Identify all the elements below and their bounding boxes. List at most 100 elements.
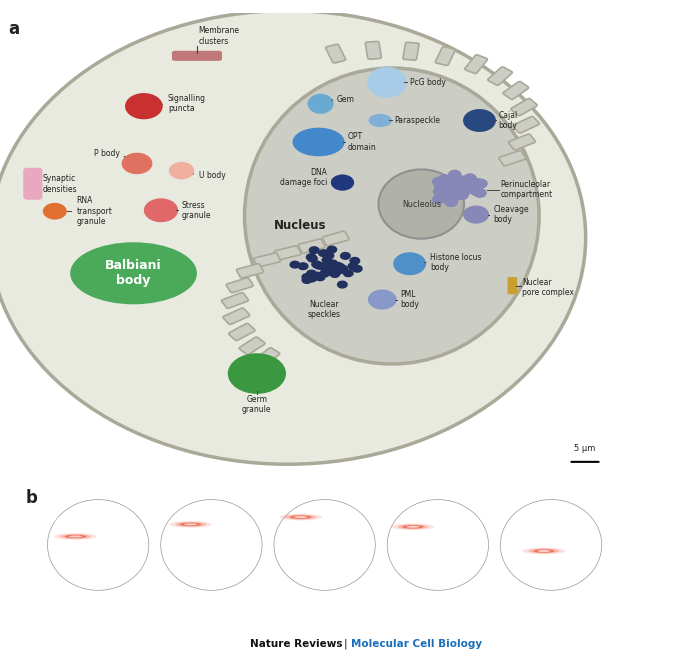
Circle shape — [331, 264, 340, 270]
Ellipse shape — [279, 514, 322, 521]
Circle shape — [325, 260, 334, 267]
Ellipse shape — [0, 10, 586, 464]
Circle shape — [313, 272, 323, 279]
Text: Nature Reviews: Nature Reviews — [250, 639, 342, 649]
Text: PML
body: PML body — [400, 290, 419, 309]
Circle shape — [435, 187, 447, 196]
Text: P body: P body — [94, 149, 120, 158]
Text: U body: U body — [199, 171, 225, 180]
Circle shape — [319, 264, 329, 270]
Ellipse shape — [179, 523, 201, 526]
Text: 0 s: 0 s — [92, 596, 105, 606]
Circle shape — [432, 177, 445, 186]
FancyBboxPatch shape — [512, 116, 540, 133]
Circle shape — [463, 184, 475, 192]
Text: Nuclear
speckles: Nuclear speckles — [308, 300, 340, 319]
Text: Nuclear
pore complex: Nuclear pore complex — [522, 278, 574, 298]
Text: a: a — [8, 20, 19, 38]
Circle shape — [475, 179, 487, 188]
Text: 21 s: 21 s — [202, 596, 221, 606]
Ellipse shape — [227, 353, 286, 394]
FancyBboxPatch shape — [508, 277, 517, 294]
Circle shape — [348, 263, 358, 269]
Ellipse shape — [402, 525, 423, 528]
Circle shape — [327, 261, 336, 267]
Circle shape — [449, 191, 461, 199]
Ellipse shape — [64, 535, 86, 538]
Text: Perinucleolar
compartment: Perinucleolar compartment — [501, 180, 553, 199]
Ellipse shape — [523, 547, 565, 555]
Circle shape — [306, 254, 316, 260]
Circle shape — [453, 177, 466, 186]
Ellipse shape — [71, 242, 197, 304]
Circle shape — [333, 262, 342, 269]
Text: Stress
granule: Stress granule — [182, 201, 211, 220]
FancyBboxPatch shape — [322, 232, 349, 246]
Ellipse shape — [29, 188, 37, 196]
Text: 46 s: 46 s — [542, 596, 560, 606]
Circle shape — [325, 262, 334, 269]
Ellipse shape — [367, 67, 407, 98]
Circle shape — [435, 182, 447, 191]
Circle shape — [324, 252, 334, 259]
Circle shape — [330, 271, 340, 277]
Text: b: b — [26, 489, 38, 508]
Ellipse shape — [368, 290, 397, 309]
Ellipse shape — [175, 522, 206, 527]
Circle shape — [307, 270, 316, 277]
Ellipse shape — [54, 533, 97, 540]
Circle shape — [456, 191, 469, 199]
Circle shape — [464, 174, 476, 182]
Text: PcG body: PcG body — [410, 78, 445, 87]
Circle shape — [302, 277, 312, 283]
Text: Histone locus
body: Histone locus body — [430, 252, 482, 272]
Circle shape — [319, 250, 328, 256]
Ellipse shape — [528, 549, 560, 553]
Ellipse shape — [308, 94, 334, 114]
Text: Nucleus: Nucleus — [274, 219, 326, 232]
Circle shape — [439, 175, 451, 183]
Text: Germ
granule: Germ granule — [242, 395, 272, 415]
Ellipse shape — [42, 203, 67, 220]
Ellipse shape — [393, 252, 426, 275]
Circle shape — [327, 246, 336, 253]
Circle shape — [444, 182, 456, 190]
FancyBboxPatch shape — [221, 292, 249, 308]
Circle shape — [433, 195, 445, 203]
Text: Molecular Cell Biology: Molecular Cell Biology — [351, 639, 482, 649]
Circle shape — [445, 192, 457, 201]
FancyBboxPatch shape — [403, 43, 419, 60]
Circle shape — [324, 269, 334, 275]
Ellipse shape — [463, 109, 496, 132]
FancyBboxPatch shape — [488, 67, 512, 85]
FancyBboxPatch shape — [23, 168, 42, 199]
Circle shape — [448, 192, 460, 201]
FancyBboxPatch shape — [436, 46, 455, 65]
Circle shape — [322, 256, 332, 264]
Circle shape — [449, 171, 461, 179]
Ellipse shape — [378, 169, 464, 239]
FancyBboxPatch shape — [511, 99, 537, 116]
Text: 36 s: 36 s — [428, 596, 447, 606]
Ellipse shape — [29, 179, 37, 187]
Text: Cleavage
body: Cleavage body — [493, 205, 529, 224]
Circle shape — [434, 187, 446, 196]
Circle shape — [338, 266, 347, 272]
Circle shape — [325, 264, 334, 270]
FancyBboxPatch shape — [226, 278, 253, 293]
Text: |: | — [344, 638, 348, 649]
Ellipse shape — [169, 162, 195, 179]
FancyBboxPatch shape — [239, 337, 265, 354]
Circle shape — [330, 266, 340, 273]
Ellipse shape — [331, 175, 354, 191]
Text: DNA
damage foci: DNA damage foci — [280, 168, 327, 188]
FancyBboxPatch shape — [172, 51, 222, 61]
Circle shape — [314, 262, 324, 269]
FancyBboxPatch shape — [236, 264, 264, 278]
Ellipse shape — [295, 516, 308, 518]
Ellipse shape — [29, 183, 37, 192]
Text: Paraspeckle: Paraspeckle — [395, 116, 440, 125]
Text: Gem: Gem — [337, 95, 355, 103]
Ellipse shape — [245, 68, 539, 364]
Circle shape — [338, 266, 347, 273]
